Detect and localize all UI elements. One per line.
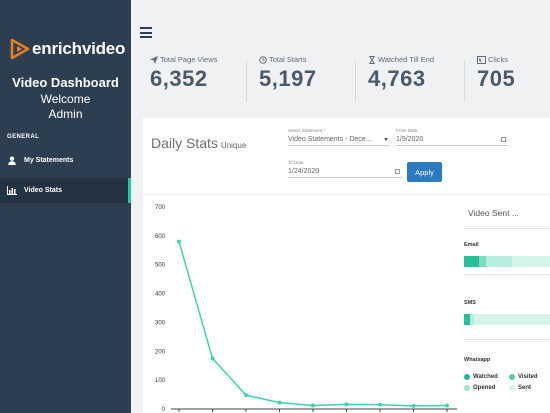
hourglass-icon: [369, 55, 375, 64]
daily-stats-panel: Daily Stats Unique Select Statement * Vid…: [143, 118, 550, 413]
top-bar: [131, 0, 550, 55]
stat-watched-till-end: Watched Till End 4,763: [368, 55, 434, 105]
sidebar: enrichvideo Video Dashboard Welcome Admi…: [0, 0, 131, 413]
menu-toggle-icon[interactable]: [140, 27, 152, 38]
group-label-whatsapp: Whatsapp: [464, 357, 491, 363]
stat-label: Watched Till End: [378, 55, 434, 64]
to-date-label: To Date: [288, 160, 304, 165]
send-icon: [150, 55, 158, 64]
data-point[interactable]: [210, 356, 215, 361]
sidebar-item-label: My Statements: [24, 157, 74, 164]
stat-total-page-views: Total Page Views 6,352: [150, 55, 217, 105]
legend-dot: [464, 385, 470, 391]
stat-value: 4,763: [368, 66, 426, 91]
user-name: Admin: [48, 107, 83, 121]
legend-label: Watched: [473, 374, 498, 380]
logo: enrichvideo: [10, 38, 125, 60]
dashboard-title: Video Dashboard: [12, 75, 119, 90]
video-sent-title: Video Sent ...: [468, 208, 519, 218]
bar-chart-icon: [7, 186, 17, 195]
stat-clicks: Clicks 705: [477, 55, 515, 105]
divider: [464, 60, 465, 102]
bar-segment[interactable]: [479, 256, 487, 267]
sidebar-item-label: Video Stats: [24, 187, 62, 194]
group-label-email: Email: [464, 242, 479, 248]
stat-value: 6,352: [150, 66, 208, 91]
divider: [143, 194, 550, 195]
legend-label: Opened: [473, 385, 496, 391]
statement-select[interactable]: Select Statement * Video Statements - De…: [288, 128, 390, 146]
stat-label: Total Page Views: [160, 55, 218, 64]
bar-segment[interactable]: [486, 256, 513, 267]
calendar-icon[interactable]: [395, 168, 400, 174]
logo-icon: [10, 38, 30, 60]
data-point[interactable]: [378, 402, 382, 407]
divider: [355, 60, 356, 102]
divider: [464, 339, 550, 340]
statement-value: Video Statements - Dece...: [288, 135, 372, 143]
bar-segment[interactable]: [464, 256, 480, 267]
clock-icon: [259, 55, 267, 64]
legend-dot: [509, 385, 515, 391]
sidebar-item-my-statements[interactable]: My Statements: [0, 148, 131, 173]
chevron-down-icon: [384, 137, 388, 141]
y-tick-label: 100: [155, 378, 166, 384]
y-tick-label: 700: [155, 205, 166, 211]
video-sent-panel: Video Sent ... Email SMS Whatsapp Watche…: [464, 196, 550, 413]
statement-label: Select Statement *: [288, 128, 326, 133]
stat-label: Clicks: [488, 55, 508, 64]
legend-label: Sent: [518, 385, 532, 391]
data-point[interactable]: [445, 403, 449, 408]
data-point[interactable]: [344, 402, 349, 407]
email-bar[interactable]: [464, 256, 550, 267]
daily-stats-chart: 700 600 500 400 300 200 100 0: [155, 205, 457, 413]
y-tick-label: 300: [155, 320, 166, 326]
cursor-box-icon: [477, 55, 486, 64]
legend-visited[interactable]: Visited: [509, 374, 538, 380]
legend-watched[interactable]: Watched: [464, 374, 498, 380]
apply-button[interactable]: Apply: [407, 162, 442, 182]
sidebar-item-video-stats[interactable]: Video Stats: [0, 178, 131, 203]
daily-stats-heading: Daily Stats: [151, 135, 218, 151]
to-date-value: 1/24/2020: [288, 167, 320, 175]
y-tick-label: 0: [162, 407, 166, 413]
stat-label: Total Starts: [269, 55, 307, 64]
data-point[interactable]: [244, 393, 248, 398]
data-point[interactable]: [411, 403, 416, 408]
user-icon: [8, 156, 16, 165]
stat-value: 705: [477, 66, 516, 91]
y-tick-label: 400: [155, 292, 166, 298]
data-point[interactable]: [277, 400, 282, 405]
legend-label: Visited: [518, 374, 538, 380]
y-tick-label: 500: [155, 263, 166, 269]
bar-segment[interactable]: [470, 314, 475, 325]
data-point[interactable]: [177, 239, 181, 244]
y-tick-label: 600: [155, 234, 166, 240]
stat-value: 5,197: [259, 66, 317, 91]
series-line: [178, 241, 448, 407]
from-date-label: From Date: [396, 128, 418, 133]
data-point[interactable]: [311, 403, 315, 408]
y-tick-label: 200: [155, 349, 166, 355]
legend-opened[interactable]: Opened: [464, 385, 495, 391]
section-label-general: GENERAL: [7, 134, 40, 140]
stat-total-starts: Total Starts 5,197: [259, 55, 317, 105]
group-label-sms: SMS: [464, 300, 476, 306]
from-date-field[interactable]: From Date 1/9/2020: [396, 128, 508, 146]
sms-bar[interactable]: [464, 314, 550, 325]
welcome-text: Welcome: [40, 92, 91, 106]
legend-sent[interactable]: Sent: [509, 385, 531, 391]
legend-dot: [509, 374, 515, 380]
to-date-field[interactable]: To Date 1/24/2020: [288, 160, 402, 178]
calendar-icon[interactable]: [501, 136, 506, 142]
from-date-value: 1/9/2020: [396, 135, 424, 143]
divider: [464, 274, 550, 275]
daily-stats-title: Daily Stats Unique: [151, 135, 246, 151]
logo-text: enrichvideo: [32, 39, 126, 58]
daily-stats-subtitle: Unique: [220, 141, 247, 150]
divider: [246, 60, 247, 102]
legend-dot: [464, 374, 470, 380]
bar-segment[interactable]: [464, 314, 471, 325]
divider: [464, 228, 550, 229]
